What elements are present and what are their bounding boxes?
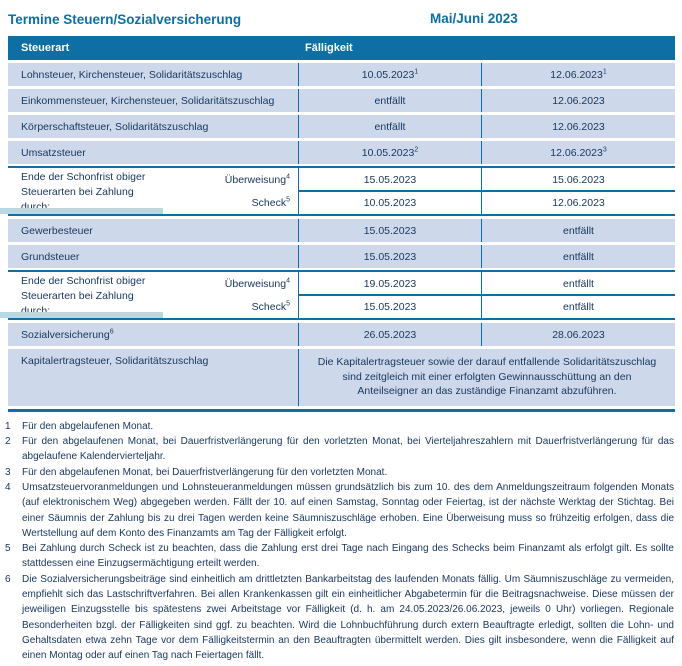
due-date-may: 15.05.2023	[298, 245, 481, 268]
document-header: Termine Steuern/Sozialversicherung Mai/J…	[0, 0, 682, 30]
footnote-number: 6	[5, 573, 11, 585]
row-label: Kapitalertragsteuer, Solidaritätszuschla…	[21, 355, 209, 367]
footnote: 4 Umsatzsteuervoranmeldungen und Lohnste…	[5, 480, 674, 541]
section-divider	[8, 166, 675, 168]
footnote: 3 Für den abgelaufenen Monat, bei Dauerf…	[5, 465, 674, 480]
footnote-number: 1	[5, 420, 11, 432]
highlight-bar	[0, 312, 163, 318]
row-label: Sozialversicherung6	[21, 328, 114, 341]
footnote-ref: 3	[602, 146, 607, 153]
payment-method-check: Scheck5	[251, 300, 290, 313]
schonfrist-section-2: Ende der Schonfrist obiger Steuerarten b…	[8, 272, 675, 318]
footnote-text: Bei Zahlung durch Scheck ist zu beachten…	[22, 543, 674, 570]
footnote-number: 3	[5, 466, 11, 478]
section-divider	[0, 312, 675, 320]
table-row-umsatzsteuer: Umsatzsteuer 10.05.20232 12.06.20233	[8, 141, 675, 164]
section-divider	[0, 208, 675, 216]
column-header-steuerart: Steuerart	[21, 42, 70, 54]
due-date-june: entfällt	[481, 245, 675, 268]
schonfrist-section-1: Ende der Schonfrist obiger Steuerarten b…	[8, 168, 675, 214]
footnote-ref: 5	[286, 196, 290, 203]
highlight-bar	[0, 208, 163, 214]
payment-method-check: Scheck5	[251, 196, 290, 209]
table-header-row: Steuerart Fälligkeit	[8, 36, 675, 60]
table-row-koerperschaftsteuer: Körperschaftsteuer, Solidaritätszuschlag…	[8, 115, 675, 138]
table-row-gewerbesteuer: Gewerbesteuer 15.05.2023 entfällt	[8, 219, 675, 242]
row-label: Gewerbesteuer	[21, 224, 93, 237]
footnote-ref: 1	[602, 68, 607, 75]
row-label: Umsatzsteuer	[21, 146, 86, 159]
due-date-june: entfällt	[481, 219, 675, 242]
footnote-number: 4	[5, 481, 11, 493]
row-label: Körperschaftsteuer, Solidaritätszuschlag	[21, 120, 209, 133]
footnote-ref: 5	[286, 300, 290, 307]
schonfrist-label: Ende der Schonfrist obiger Steuerarten b…	[21, 171, 146, 213]
due-date-june: 12.06.20231	[481, 63, 675, 86]
footnote-text: Die Sozialversicherungsbeiträge sind ein…	[22, 573, 674, 662]
due-date-june: entfällt	[481, 295, 675, 318]
footnote-ref: 4	[286, 277, 290, 284]
footnote: 2 Für den abgelaufenen Monat, bei Dauerf…	[5, 434, 674, 465]
table-row-sozialversicherung: Sozialversicherung6 26.05.2023 28.06.202…	[8, 323, 675, 346]
payment-method-transfer: Überweisung4	[224, 173, 290, 186]
due-date-june: 12.06.2023	[481, 115, 675, 138]
footnote-text: Umsatzsteuervoranmeldungen und Lohnsteue…	[22, 481, 674, 539]
due-date-june: 12.06.2023	[481, 89, 675, 112]
due-date-may: 10.05.2023	[298, 191, 481, 214]
due-date-may: 26.05.2023	[298, 323, 481, 346]
period-label: Mai/Juni 2023	[430, 11, 518, 26]
due-date-june: entfällt	[481, 272, 675, 295]
footnote-text: Für den abgelaufenen Monat, bei Dauerfri…	[22, 466, 388, 478]
footnote-number: 2	[5, 436, 11, 448]
tax-deadline-table: Steuerart Fälligkeit Lohnsteuer, Kirchen…	[0, 36, 675, 412]
footnote: 1 Für den abgelaufenen Monat.	[5, 419, 674, 434]
row-label: Lohnsteuer, Kirchensteuer, Solidaritätsz…	[21, 68, 243, 81]
row-divider	[298, 190, 675, 192]
page-title: Termine Steuern/Sozialversicherung	[8, 12, 242, 27]
due-date-may: entfällt	[298, 115, 481, 138]
footnotes: 1 Für den abgelaufenen Monat. 2 Für den …	[5, 419, 674, 664]
payment-method-transfer: Überweisung4	[224, 277, 290, 290]
section-divider	[8, 270, 675, 272]
row-divider	[298, 294, 675, 296]
footnote: 5 Bei Zahlung durch Scheck ist zu beacht…	[5, 541, 674, 572]
footnote-number: 5	[5, 543, 11, 555]
footnote-ref: 2	[414, 146, 419, 153]
table-row-einkommensteuer: Einkommensteuer, Kirchensteuer, Solidari…	[8, 89, 675, 112]
footnote-ref: 6	[109, 328, 114, 335]
due-date-may: 10.05.20232	[298, 141, 481, 164]
due-date-june: 12.06.2023	[481, 191, 675, 214]
due-date-may: 15.05.2023	[298, 219, 481, 242]
column-header-faelligkeit: Fälligkeit	[305, 42, 353, 54]
due-date-may: 15.05.2023	[298, 295, 481, 318]
footnote-text: Für den abgelaufenen Monat, bei Dauerfri…	[22, 436, 674, 463]
due-date-june: 12.06.20233	[481, 141, 675, 164]
footnote-ref: 1	[414, 68, 419, 75]
footnote-ref: 4	[286, 173, 290, 180]
due-date-may: 15.05.2023	[298, 168, 481, 191]
table-row-lohnsteuer: Lohnsteuer, Kirchensteuer, Solidaritätsz…	[8, 63, 675, 86]
due-date-june: 28.06.2023	[481, 323, 675, 346]
table-row-grundsteuer: Grundsteuer 15.05.2023 entfällt	[8, 245, 675, 268]
row-label: Einkommensteuer, Kirchensteuer, Solidari…	[21, 94, 275, 107]
row-label: Grundsteuer	[21, 250, 80, 263]
due-date-may: entfällt	[298, 89, 481, 112]
due-date-may: 19.05.2023	[298, 272, 481, 295]
table-row-kapitalertragsteuer: Kapitalertragsteuer, Solidaritätszuschla…	[8, 349, 675, 406]
table-bottom-border	[8, 408, 675, 412]
kapitalertragsteuer-note: Die Kapitalertragsteuer sowie der darauf…	[298, 349, 675, 406]
due-date-june: 15.06.2023	[481, 168, 675, 191]
due-date-may: 10.05.20231	[298, 63, 481, 86]
footnote: 6 Die Sozialversicherungsbeiträge sind e…	[5, 572, 674, 664]
footnote-text: Für den abgelaufenen Monat.	[22, 420, 154, 432]
